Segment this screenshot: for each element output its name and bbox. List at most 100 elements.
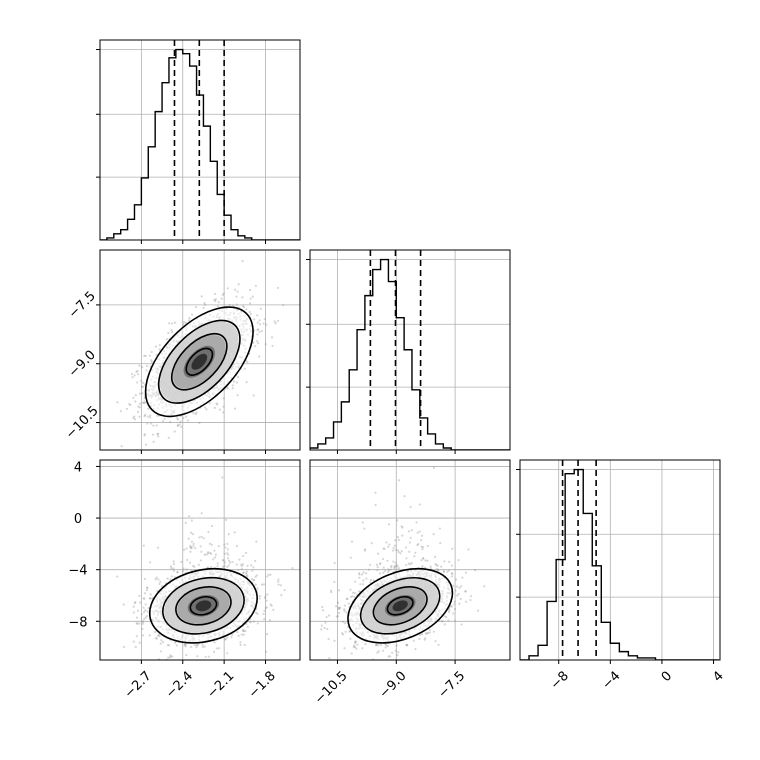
scatter-point xyxy=(254,344,257,348)
scatter-point xyxy=(155,637,158,640)
scatter-point xyxy=(432,466,436,469)
scatter-point xyxy=(230,636,233,639)
scatter-point xyxy=(132,416,135,420)
scatter-point xyxy=(195,305,198,309)
panel-frame xyxy=(99,39,301,241)
scatter-point xyxy=(231,304,235,307)
scatter-point xyxy=(243,643,246,647)
scatter-point xyxy=(125,407,128,410)
scatter-point xyxy=(365,577,368,580)
scatter-point xyxy=(263,617,266,621)
scatter-point xyxy=(334,605,338,608)
scatter-point xyxy=(262,322,265,325)
scatter-point xyxy=(148,354,152,357)
scatter-point xyxy=(172,562,176,565)
scatter-point xyxy=(138,415,141,418)
scatter-point xyxy=(141,385,144,388)
scatter-point xyxy=(199,559,202,562)
scatter-point xyxy=(189,544,192,547)
scatter-point xyxy=(353,644,356,647)
scatter-point xyxy=(119,410,122,413)
scatter-point xyxy=(186,558,189,562)
scatter-point xyxy=(231,560,234,564)
scatter-point xyxy=(271,344,274,348)
scatter-point xyxy=(133,415,136,418)
scatter-point xyxy=(457,559,460,562)
scatter-point xyxy=(400,525,403,528)
scatter-point xyxy=(158,344,161,347)
scatter-point xyxy=(143,597,146,600)
scatter-point xyxy=(222,405,225,408)
scatter-point xyxy=(405,563,408,567)
scatter-point xyxy=(253,579,256,582)
scatter-point xyxy=(387,655,390,658)
scatter-point xyxy=(238,558,241,561)
scatter-point xyxy=(253,318,256,321)
scatter-point xyxy=(428,631,431,634)
scatter-point xyxy=(432,630,435,633)
scatter-point xyxy=(291,567,294,570)
scatter-point xyxy=(382,571,385,574)
scatter-point xyxy=(182,567,185,570)
scatter-point xyxy=(269,573,272,576)
scatter-point xyxy=(214,553,217,556)
scatter-point xyxy=(338,608,341,611)
scatter-point xyxy=(139,379,143,383)
scatter-point xyxy=(237,283,240,286)
scatter-point xyxy=(242,633,245,636)
scatter-point xyxy=(415,521,418,524)
scatter-point xyxy=(211,524,214,528)
scatter-point xyxy=(210,543,213,546)
scatter-point xyxy=(160,639,163,642)
scatter-point xyxy=(188,561,192,564)
scatter-point xyxy=(182,323,185,326)
scatter-point xyxy=(268,618,272,622)
scatter-point xyxy=(216,403,219,406)
scatter-point xyxy=(211,558,215,561)
scatter-point xyxy=(422,557,425,560)
scatter-point xyxy=(185,568,188,571)
scatter-point xyxy=(170,329,173,332)
scatter-point xyxy=(414,647,417,651)
scatter-point xyxy=(321,609,325,612)
scatter-point xyxy=(192,542,195,545)
scatter-point xyxy=(401,526,404,529)
scatter-point xyxy=(338,606,341,609)
scatter-point xyxy=(351,595,354,598)
scatter-point xyxy=(179,420,182,423)
scatter-point xyxy=(224,518,228,521)
scatter-point xyxy=(182,548,186,551)
scatter-point xyxy=(389,655,392,658)
scatter-point xyxy=(435,564,438,567)
scatter-point xyxy=(333,639,336,642)
scatter-point xyxy=(447,569,451,572)
scatter-point xyxy=(222,292,225,295)
scatter-point xyxy=(442,570,446,574)
scatter-point xyxy=(165,338,169,341)
scatter-point xyxy=(226,542,229,545)
scatter-point xyxy=(450,571,454,575)
scatter-point xyxy=(171,655,174,658)
scatter-point xyxy=(140,385,144,388)
scatter-point xyxy=(254,575,257,579)
scatter-point xyxy=(194,413,197,416)
scatter-point xyxy=(362,583,365,586)
scatter-point xyxy=(387,523,391,526)
scatter-point xyxy=(245,381,248,384)
scatter-point xyxy=(245,570,248,573)
scatter-point xyxy=(150,422,153,425)
scatter-point xyxy=(262,612,265,616)
scatter-point xyxy=(469,598,472,602)
scatter-point xyxy=(130,373,133,376)
scatter-point xyxy=(263,318,266,321)
scatter-point xyxy=(186,419,190,422)
scatter-point xyxy=(375,563,379,566)
scatter-point xyxy=(383,569,387,573)
scatter-point xyxy=(256,314,259,317)
scatter-point xyxy=(273,320,276,323)
scatter-point xyxy=(176,418,180,421)
scatter-point xyxy=(465,600,468,603)
scatter-point xyxy=(335,615,338,618)
contour-lines xyxy=(144,306,254,418)
